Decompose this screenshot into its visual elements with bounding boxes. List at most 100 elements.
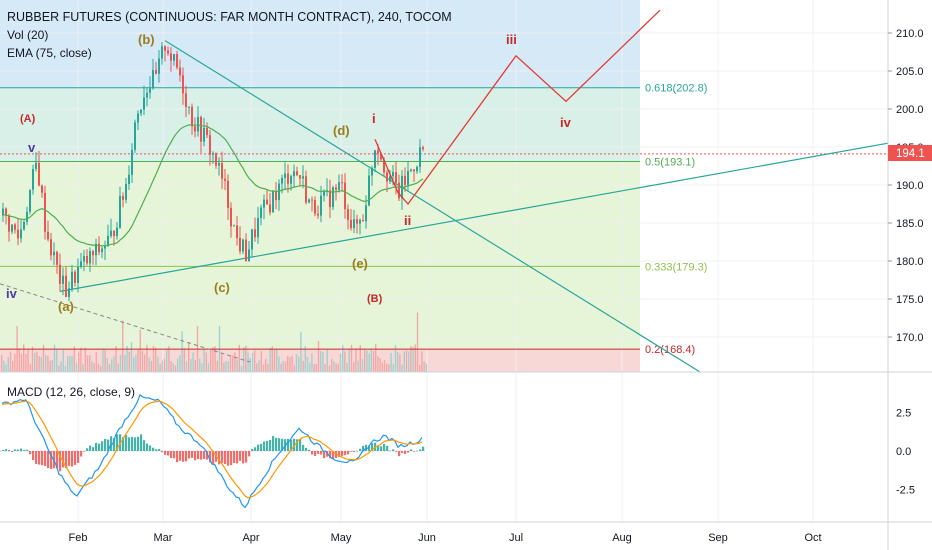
macd-label[interactable]: MACD (12, 26, close, 9) <box>7 385 135 399</box>
macd-histogram-bar <box>47 451 50 469</box>
volume-bar <box>247 352 249 372</box>
candle-body <box>260 207 262 218</box>
candle-body <box>329 190 331 208</box>
volume-bar <box>38 356 40 372</box>
volume-bar <box>324 363 326 372</box>
volume-bar <box>1 355 3 372</box>
last-price-badge: 194.1 <box>896 148 925 160</box>
macd-histogram-bar <box>287 438 290 451</box>
macd-histogram-bar <box>89 445 92 451</box>
macd-histogram-bar <box>125 435 128 451</box>
volume-bar <box>73 346 75 372</box>
volume-bar <box>339 353 342 372</box>
candle-body <box>392 172 394 177</box>
macd-histogram-bar <box>206 451 209 460</box>
volume-bar <box>278 356 280 372</box>
macd-histogram-bar <box>104 438 107 451</box>
volume-bar <box>157 356 159 372</box>
macd-histogram-bar <box>29 451 32 455</box>
candle-body <box>164 46 166 51</box>
macd-histogram-bar <box>134 437 137 451</box>
candle-body <box>422 147 424 150</box>
volume-bar <box>229 355 232 372</box>
volume-bar <box>183 348 185 372</box>
volume-bar <box>80 347 82 372</box>
candle-body <box>113 230 115 237</box>
wave-label-1: v <box>28 140 36 155</box>
macd-histogram-bar <box>416 450 419 452</box>
macd-histogram-bar <box>164 451 167 455</box>
volume-bar <box>291 356 293 372</box>
volume-bar <box>111 359 113 372</box>
volume-bar <box>287 356 289 372</box>
volume-bar <box>256 363 258 372</box>
candle-body <box>77 266 79 283</box>
volume-bar <box>95 352 97 372</box>
candle-body <box>353 219 355 229</box>
volume-bar <box>370 349 372 372</box>
indicator-volume-label[interactable]: Vol (20) <box>7 28 48 42</box>
macd-histogram-bar <box>356 450 359 452</box>
volume-bar <box>271 346 273 372</box>
volume-bar <box>403 351 405 372</box>
wave-label-8: (B) <box>367 293 383 305</box>
candle-body <box>92 251 94 256</box>
macd-histogram-bar <box>101 441 104 451</box>
volume-bar <box>361 359 364 372</box>
volume-bar <box>58 365 60 372</box>
macd-histogram-bar <box>362 445 365 451</box>
macd-histogram-bar <box>407 451 410 453</box>
fib-zone-upper <box>0 0 640 88</box>
volume-bar <box>240 365 243 372</box>
macd-histogram-bar <box>242 451 245 464</box>
macd-histogram-bar <box>191 451 194 458</box>
macd-histogram-bar <box>311 451 314 455</box>
volume-bar <box>333 361 335 372</box>
volume-bar <box>221 354 223 372</box>
candle-body <box>128 174 130 184</box>
macd-histogram-bar <box>245 451 248 463</box>
macd-histogram-bar <box>71 451 74 467</box>
volume-bar <box>383 359 386 372</box>
volume-bar <box>357 360 359 372</box>
time-tick-label: Mar <box>154 532 173 544</box>
volume-bar <box>166 349 168 372</box>
candle-body <box>86 256 88 264</box>
volume-bar <box>75 362 78 372</box>
wave-label-2: iv <box>6 286 18 301</box>
volume-bar <box>350 344 353 372</box>
volume-bar <box>284 361 287 372</box>
candle-body <box>314 199 316 214</box>
macd-histogram-bar <box>233 451 236 464</box>
macd-histogram-bar <box>173 451 176 459</box>
macd-histogram-bar <box>5 449 8 451</box>
volume-bar <box>397 352 399 372</box>
volume-bar <box>249 357 251 372</box>
volume-bar <box>102 349 104 372</box>
macd-histogram-bar <box>32 451 35 461</box>
macd-tick-label: -2.5 <box>896 485 915 497</box>
macd-histogram-bar <box>395 451 398 452</box>
macd-histogram-bar <box>185 451 188 462</box>
candle-body <box>83 256 85 262</box>
candle-body <box>266 199 268 205</box>
candle-body <box>368 175 370 206</box>
candle-body <box>320 195 322 216</box>
candle-body <box>242 239 244 252</box>
candle-body <box>269 204 271 213</box>
macd-histogram-bar <box>299 439 302 451</box>
volume-bar <box>368 353 370 372</box>
candle-body <box>158 58 160 74</box>
fib-label-3: 0.2(168.4) <box>645 344 695 356</box>
candle-body <box>221 163 223 179</box>
macd-histogram-bar <box>218 451 221 465</box>
macd-histogram-bar <box>368 445 371 451</box>
indicator-ema-label[interactable]: EMA (75, close) <box>7 46 92 60</box>
candle-body <box>284 173 286 178</box>
macd-histogram-bar <box>122 437 125 451</box>
volume-bar <box>344 351 346 372</box>
macd-histogram-bar <box>257 444 260 451</box>
macd-histogram-bar <box>266 440 269 451</box>
